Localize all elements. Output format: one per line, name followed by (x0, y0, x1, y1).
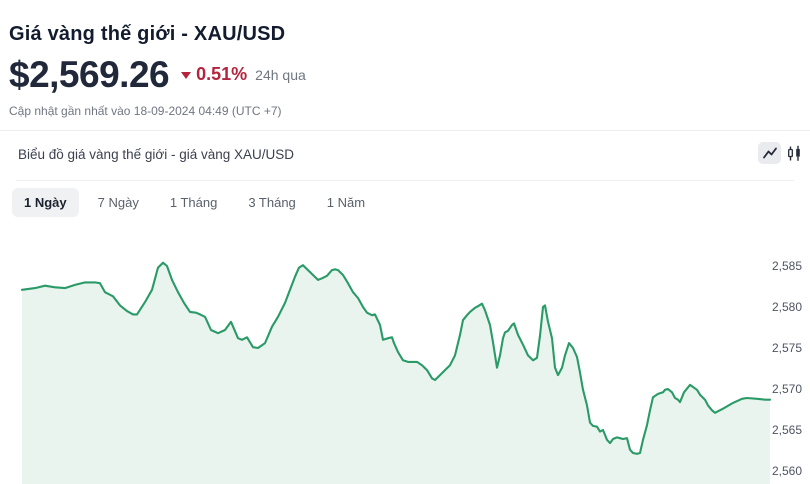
section-divider (0, 130, 810, 131)
line-chart-button[interactable] (758, 142, 781, 164)
candlestick-chart-button[interactable] (783, 142, 806, 164)
candlestick-icon (788, 145, 800, 161)
chart-line (20, 261, 772, 455)
change-percent: 0.51% (196, 64, 248, 84)
tab-7-days[interactable]: 7 Ngày (86, 188, 151, 217)
y-axis-label: 2,570 (771, 381, 802, 396)
current-price: $2,569.26 (9, 54, 170, 95)
chart-area-fill (22, 262, 770, 484)
y-axis-label: 2,560 (771, 463, 802, 478)
page-title: Giá vàng thế giới - XAU/USD (9, 23, 286, 46)
price-change: 0.51% (181, 64, 247, 85)
header-divider (16, 180, 794, 181)
range-tabs: 1 Ngày 7 Ngày 1 Tháng 3 Tháng 1 Năm (12, 188, 377, 217)
chart-type-toggle (758, 142, 806, 164)
down-triangle-icon (181, 72, 192, 79)
last-updated-text: Cập nhật gần nhất vào 18-09-2024 04:49 (… (9, 104, 282, 118)
change-period: 24h qua (255, 66, 306, 83)
tab-1-month[interactable]: 1 Tháng (158, 188, 229, 217)
price-row: $2,569.26 0.51% 24h qua (9, 56, 306, 93)
tab-1-year[interactable]: 1 Năm (315, 188, 377, 217)
line-chart-icon (762, 147, 777, 159)
area-chart-canvas (20, 261, 772, 484)
y-axis-label: 2,575 (771, 340, 802, 355)
chart-subtitle: Biểu đồ giá vàng thế giới - giá vàng XAU… (18, 147, 295, 162)
y-axis-label: 2,585 (771, 258, 802, 273)
price-chart[interactable]: 2,585 2,580 2,575 2,570 2,565 2,560 (0, 230, 810, 484)
y-axis-label: 2,565 (771, 422, 802, 437)
tab-1-day[interactable]: 1 Ngày (12, 188, 79, 217)
tab-3-months[interactable]: 3 Tháng (236, 188, 307, 217)
y-axis-label: 2,580 (771, 299, 802, 314)
